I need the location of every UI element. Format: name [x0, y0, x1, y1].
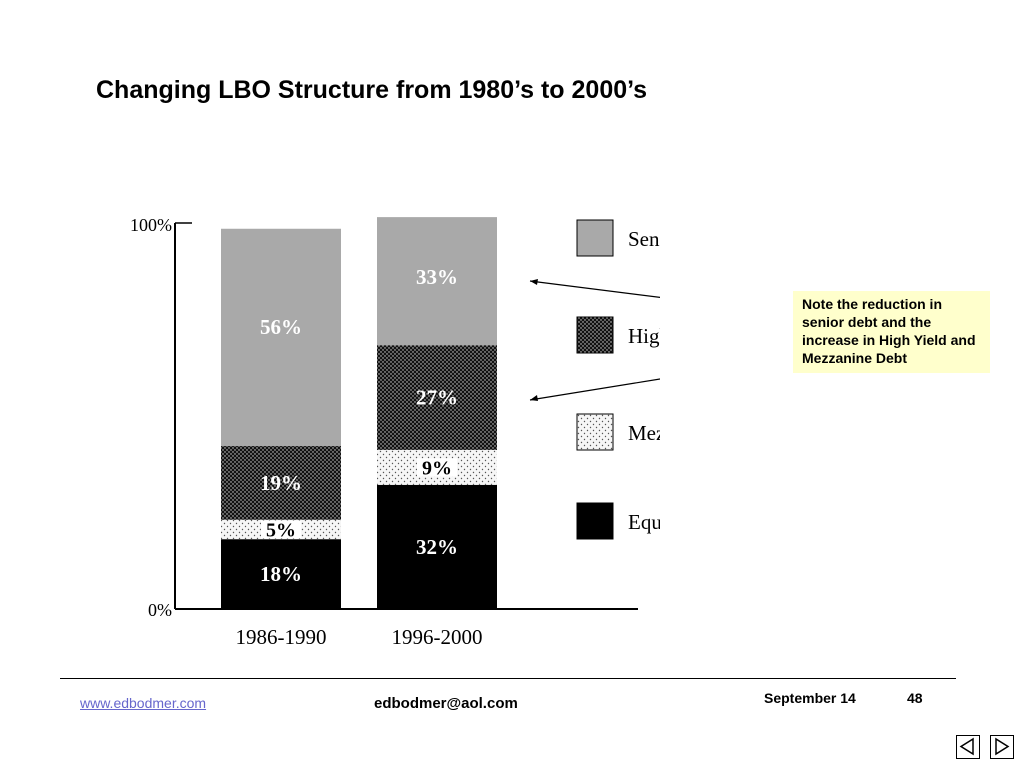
bar-high-yield-2	[377, 345, 497, 450]
legend-swatch-senior-debt	[576, 219, 614, 257]
data-label-senior-debt-2: 33%	[416, 265, 458, 289]
data-label-high-yield-2: 27%	[416, 386, 458, 410]
bar-equity-2	[377, 484, 497, 609]
bar-senior-debt-2	[377, 217, 497, 346]
legend-label-mezzanine: Mezzanine	[628, 421, 660, 445]
y-tick-top: 100%	[130, 215, 172, 235]
legend-label-high-yield: High Yield	[628, 324, 660, 348]
bar-equity-1	[221, 539, 341, 609]
x-tick-label-1: 1986-1990	[236, 625, 327, 649]
next-slide-button[interactable]	[990, 735, 1014, 759]
chart-legend: Senior Debt High Yield Mezzanine Equity	[576, 219, 660, 540]
x-tick-label-2: 1996-2000	[392, 625, 483, 649]
callout-note: Note the reduction in senior debt and th…	[793, 291, 990, 373]
footer-email: edbodmer@aol.com	[374, 695, 518, 712]
footer-page-number: 48	[907, 690, 923, 706]
footer-date: September 14	[764, 690, 856, 706]
data-label-equity-2: 32%	[416, 535, 458, 559]
lbo-structure-chart: 100% 0% 18%5%19%56%1986-199032%9%27%33%1…	[130, 215, 660, 649]
data-label-backdrop	[417, 458, 457, 477]
data-label-mezzanine-2: 9%	[422, 457, 452, 479]
bar-high-yield-1	[221, 446, 341, 520]
y-tick-bottom: 0%	[148, 600, 172, 620]
legend-label-equity: Equity	[628, 510, 660, 534]
triangle-left-icon	[959, 737, 974, 756]
legend-swatch-equity	[576, 502, 614, 540]
footer-divider	[60, 678, 956, 679]
data-label-senior-debt-1: 56%	[260, 315, 302, 339]
slide-title: Changing LBO Structure from 1980’s to 20…	[96, 76, 648, 104]
legend-swatch-mezzanine	[576, 413, 614, 451]
arrow-to-senior-debt	[529, 280, 660, 298]
arrowhead-senior-debt	[530, 279, 538, 285]
legend-swatch-high-yield	[576, 316, 614, 354]
previous-slide-button[interactable]	[956, 735, 980, 759]
arrowhead-high-yield	[530, 395, 538, 401]
bar-senior-debt-1	[221, 228, 341, 447]
legend-label-senior-debt: Senior Debt	[628, 227, 660, 251]
triangle-right-icon	[995, 737, 1010, 756]
data-label-mezzanine-1: 5%	[266, 519, 296, 541]
footer-website-link[interactable]: www.edbodmer.com	[80, 695, 207, 711]
arrow-to-high-yield	[529, 378, 660, 401]
data-label-equity-1: 18%	[260, 562, 302, 586]
data-label-high-yield-1: 19%	[260, 471, 302, 495]
bars-group: 18% 5% 19% 56% 1986-1990 32% 9% 27% 33% 1996-2000	[221, 217, 497, 649]
data-label-backdrop	[261, 520, 301, 539]
